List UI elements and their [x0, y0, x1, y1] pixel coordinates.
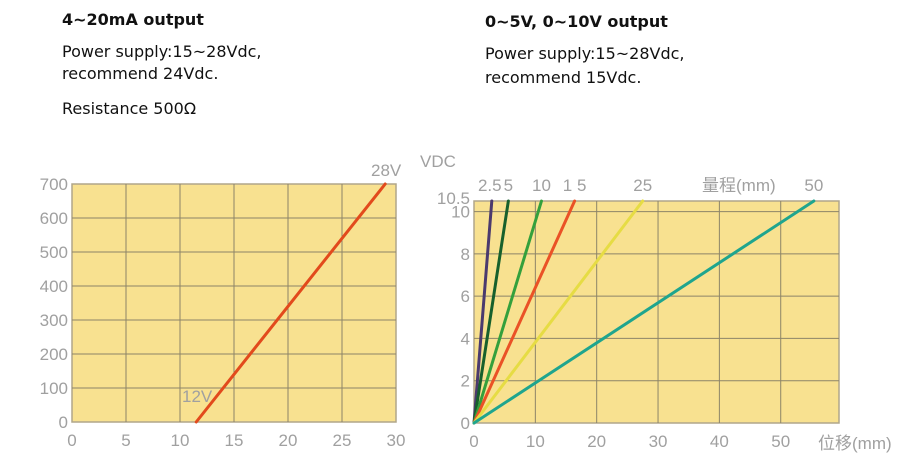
right-line2: recommend 15Vdc.	[485, 68, 642, 87]
series-line-50	[472, 199, 816, 425]
range-label: 1 5	[563, 176, 587, 195]
plot-area-1	[473, 200, 840, 424]
y-tick-label: 700	[40, 175, 68, 194]
left-title: 4~20mA output	[62, 10, 204, 29]
series-line-supply	[194, 182, 387, 424]
y-axis-label: VDC	[420, 152, 456, 171]
x-tick-label: 0	[469, 432, 478, 451]
y-tick-label: 400	[40, 277, 68, 296]
left-line2: recommend 24Vdc.	[62, 64, 219, 83]
series-line-2.5	[472, 199, 494, 425]
y-tick-label: 500	[40, 243, 68, 262]
x-tick-label: 10	[526, 432, 545, 451]
annotation-28v: 28V	[371, 161, 402, 180]
x-tick-label: 25	[333, 431, 352, 450]
range-label: 50	[804, 176, 823, 195]
left-line1: Power supply:15~28Vdc,	[62, 42, 262, 61]
x-tick-label: 40	[710, 432, 729, 451]
range-label: 5	[504, 176, 513, 195]
series-line-10	[472, 199, 543, 425]
x-tick-label: 10	[171, 431, 190, 450]
x-tick-label: 50	[771, 432, 790, 451]
x-axis-label: 位移(mm)	[818, 434, 892, 453]
legend-title: 量程(mm)	[702, 176, 776, 195]
left-line3: Resistance 500Ω	[62, 99, 197, 118]
y-tick-label: 200	[40, 345, 68, 364]
y-tick-label: 2	[461, 372, 470, 391]
range-label: 25	[633, 176, 652, 195]
y-tick-label: 4	[461, 329, 470, 348]
y-tick-label: 8	[461, 245, 470, 264]
range-label: 10	[532, 176, 551, 195]
y-tick-label: 6	[461, 287, 470, 306]
right-title: 0~5V, 0~10V output	[485, 12, 668, 31]
y-tick-label: 300	[40, 311, 68, 330]
x-tick-label: 15	[225, 431, 244, 450]
y-tick-label: 0	[59, 413, 68, 432]
y-tick-label: 100	[40, 379, 68, 398]
annotation-12v: 12V	[182, 387, 213, 406]
x-tick-label: 20	[279, 431, 298, 450]
x-tick-label: 5	[121, 431, 130, 450]
y-tick-label: 10	[451, 203, 470, 222]
series-line-5	[472, 199, 510, 425]
series-line-25	[472, 199, 645, 425]
series-line-15	[472, 199, 577, 425]
x-tick-label: 0	[67, 431, 76, 450]
y-tick-label: 600	[40, 209, 68, 228]
range-label: 2.5	[478, 176, 502, 195]
x-tick-label: 30	[649, 432, 668, 451]
right-line1: Power supply:15~28Vdc,	[485, 44, 685, 63]
x-tick-label: 20	[587, 432, 606, 451]
x-tick-label: 30	[387, 431, 406, 450]
y-tick-label: 0	[461, 414, 470, 433]
y-tick-label: 10.5	[437, 189, 470, 208]
